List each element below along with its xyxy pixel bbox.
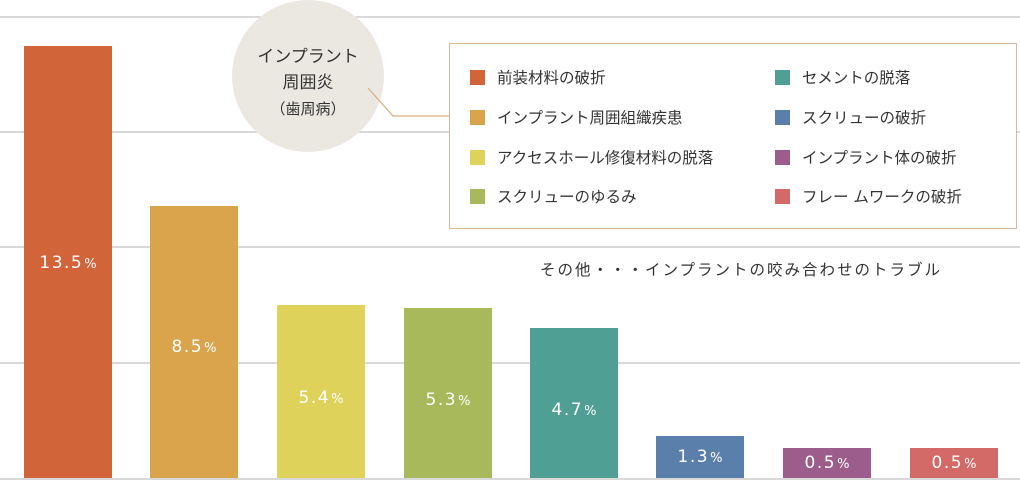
bar: 4.7% <box>530 328 618 478</box>
bar-value-label: 8.5% <box>150 337 238 357</box>
bar-value-unit: % <box>837 457 850 472</box>
legend-swatch <box>470 149 485 165</box>
legend-swatch <box>470 109 485 125</box>
bar-value-unit: % <box>331 392 344 407</box>
bar: 1.3% <box>656 436 744 478</box>
bar-value-number: 1.3 <box>677 447 710 467</box>
gridline <box>0 16 1020 18</box>
bar-value-number: 4.7 <box>551 400 584 420</box>
legend-label: インプラント体の破折 <box>802 149 957 167</box>
bar: 8.5% <box>150 206 238 478</box>
legend-item: セメントの脱落 <box>775 66 910 88</box>
bar-value-unit: % <box>964 457 977 472</box>
bar-value-number: 13.5 <box>39 253 84 273</box>
legend-label: インプラント周囲組織疾患 <box>497 109 683 127</box>
bar-value-label: 13.5% <box>24 253 112 273</box>
legend-item: インプラント体の破折 <box>775 146 957 168</box>
legend-swatch <box>470 188 485 204</box>
callout-line-2: 周囲炎 <box>282 73 334 93</box>
callout-line-1: インプラント <box>257 47 359 67</box>
bar-value-label: 0.5% <box>783 453 871 473</box>
bar-value-label: 0.5% <box>910 453 998 473</box>
bar-value-unit: % <box>710 451 723 466</box>
legend-label: スクリューのゆるみ <box>497 188 637 206</box>
legend-swatch <box>470 69 485 85</box>
legend-swatch <box>775 149 790 165</box>
bar-value-unit: % <box>204 341 217 356</box>
legend-item: スクリューのゆるみ <box>470 185 637 207</box>
gridline <box>0 362 1020 364</box>
bar-value-number: 0.5 <box>804 453 837 473</box>
legend-label: スクリューの破折 <box>802 109 927 127</box>
baseline <box>0 478 1020 480</box>
bar-value-label: 1.3% <box>656 447 744 467</box>
bar: 5.4% <box>277 305 365 478</box>
callout-bubble: インプラント 周囲炎 （歯周病） <box>232 0 384 152</box>
bar-value-label: 4.7% <box>530 400 618 420</box>
bar: 13.5% <box>24 46 112 478</box>
callout-line-3: （歯周病） <box>270 100 346 118</box>
bar-value-number: 8.5 <box>171 337 204 357</box>
legend-item: アクセスホール修復材料の脱落 <box>470 146 713 168</box>
other-note: その他・・・インプラントの咬み合わせのトラブル <box>540 261 943 279</box>
bar-value-unit: % <box>584 404 597 419</box>
bar: 0.5% <box>910 448 998 478</box>
bar-value-unit: % <box>458 394 471 409</box>
legend-swatch <box>775 109 790 125</box>
bar: 5.3% <box>404 308 492 478</box>
legend: 前装材料の破折 インプラント周囲組織疾患 アクセスホール修復材料の脱落 スクリュ… <box>449 43 1017 229</box>
legend-item: インプラント周囲組織疾患 <box>470 106 683 128</box>
legend-label: 前装材料の破折 <box>497 69 606 87</box>
legend-label: フレー ムワークの破折 <box>802 188 962 206</box>
bar-value-label: 5.4% <box>277 388 365 408</box>
bar-value-unit: % <box>84 257 97 272</box>
legend-item: スクリューの破折 <box>775 106 926 128</box>
bar-value-label: 5.3% <box>404 390 492 410</box>
legend-item: フレー ムワークの破折 <box>775 185 962 207</box>
legend-item: 前装材料の破折 <box>470 66 606 88</box>
bar-value-number: 0.5 <box>931 453 964 473</box>
legend-swatch <box>775 69 790 85</box>
legend-label: セメントの脱落 <box>802 69 911 87</box>
bar-value-number: 5.4 <box>298 388 331 408</box>
bar: 0.5% <box>783 448 871 478</box>
legend-label: アクセスホール修復材料の脱落 <box>497 149 714 167</box>
bar-value-number: 5.3 <box>425 390 458 410</box>
gridline <box>0 246 1020 248</box>
legend-swatch <box>775 188 790 204</box>
